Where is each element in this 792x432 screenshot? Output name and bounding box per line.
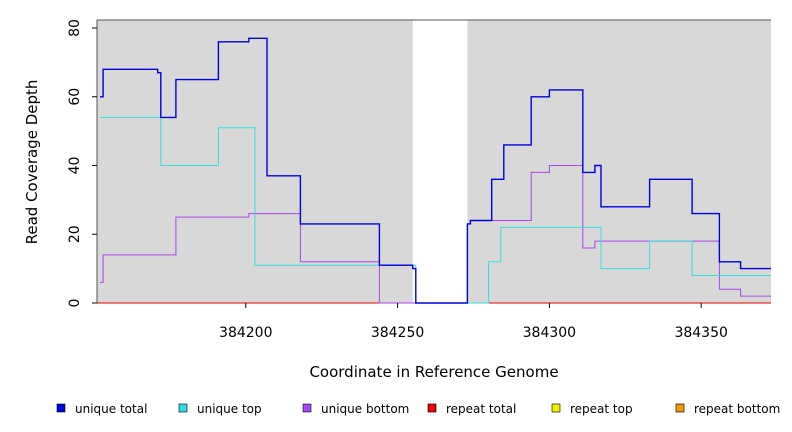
shaded-region-1 <box>467 20 771 303</box>
legend-label-unique-bottom: unique bottom <box>321 402 409 416</box>
series-line-unique-top <box>100 116 771 304</box>
x-tick-label-384200: 384200 <box>219 325 272 341</box>
y-axis-ticks: 0 20 40 60 80 <box>67 19 97 307</box>
x-axis-ticks: 384200 384250 384300 384350 <box>219 303 728 341</box>
series-line-unique-total <box>100 37 771 304</box>
y-axis-label: Read Coverage Depth <box>23 80 41 245</box>
legend-swatch-unique-top <box>178 403 188 413</box>
y-tick-label-40: 40 <box>67 157 83 175</box>
y-tick-label-60: 60 <box>67 88 83 106</box>
legend-swatch-unique-total <box>56 403 66 413</box>
y-tick-label-20: 20 <box>67 225 83 243</box>
legend-swatch-repeat-bottom <box>675 403 685 413</box>
legend-label-repeat-top: repeat top <box>570 402 633 416</box>
legend-swatch-unique-bottom <box>302 403 312 413</box>
plot-frame <box>96 19 771 303</box>
legend-label-repeat-bottom: repeat bottom <box>694 402 780 416</box>
y-tick-label-0: 0 <box>67 299 83 308</box>
series-lines <box>97 37 771 304</box>
legend-label-unique-top: unique top <box>197 402 262 416</box>
x-tick-label-384250: 384250 <box>371 325 424 341</box>
legend-label-repeat-total: repeat total <box>446 402 516 416</box>
legend-label-unique-total: unique total <box>75 402 147 416</box>
legend-swatch-repeat-total <box>427 403 437 413</box>
x-tick-label-384350: 384350 <box>674 325 727 341</box>
x-axis-label: Coordinate in Reference Genome <box>309 363 558 381</box>
y-tick-label-80: 80 <box>67 19 83 37</box>
legend-swatch-repeat-top <box>551 403 561 413</box>
legend: unique total unique top unique bottom repea… <box>56 402 780 416</box>
shaded-regions <box>97 20 771 303</box>
x-tick-label-384300: 384300 <box>523 325 576 341</box>
